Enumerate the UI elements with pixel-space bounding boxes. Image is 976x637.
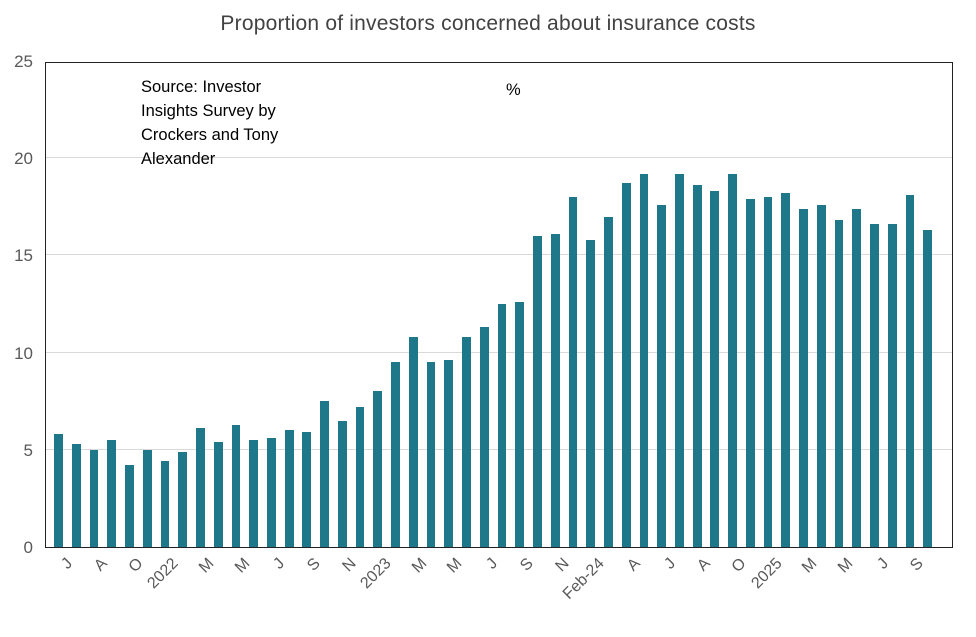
bar bbox=[621, 183, 631, 547]
bar bbox=[568, 197, 578, 547]
y-tick-label-10: 10 bbox=[14, 343, 33, 363]
bar bbox=[586, 239, 596, 547]
y-tick-label-20: 20 bbox=[14, 149, 33, 169]
x-tick-label: M bbox=[444, 555, 466, 577]
bar bbox=[515, 302, 525, 547]
source-note: Source: Investor Insights Survey by Croc… bbox=[141, 75, 341, 171]
bar bbox=[710, 191, 720, 547]
x-tick-label: 2025 bbox=[747, 555, 786, 593]
bar bbox=[533, 235, 542, 547]
x-axis-labels: J A O 2022 M M J S N 2023 M M J S N Feb-24 A J A O 2025 M M J S bbox=[45, 553, 953, 637]
y-axis-labels: 0 5 10 15 20 25 bbox=[0, 52, 33, 557]
bar bbox=[444, 360, 454, 547]
bar bbox=[426, 362, 436, 547]
bar bbox=[870, 224, 879, 547]
bar bbox=[905, 195, 915, 547]
x-tick-label: M bbox=[408, 555, 431, 577]
x-tick-label: J bbox=[483, 555, 502, 573]
y-tick-label-0: 0 bbox=[23, 538, 33, 557]
bar bbox=[266, 438, 276, 547]
bar bbox=[675, 173, 684, 547]
bar bbox=[196, 428, 205, 547]
bar bbox=[160, 461, 170, 547]
x-tick-label: J bbox=[660, 555, 679, 573]
source-note-line: Crockers and Tony bbox=[141, 126, 279, 144]
bar bbox=[763, 197, 773, 547]
bar bbox=[178, 451, 188, 547]
bar bbox=[852, 208, 862, 547]
bar bbox=[337, 420, 347, 547]
x-tick-label: S bbox=[907, 555, 928, 575]
gridline-15 bbox=[46, 254, 952, 256]
x-tick-label: A bbox=[91, 555, 111, 575]
bar bbox=[479, 327, 489, 547]
bar bbox=[231, 424, 241, 547]
bar bbox=[497, 304, 507, 547]
bar bbox=[107, 440, 117, 547]
bar bbox=[249, 440, 259, 547]
y-tick-label-5: 5 bbox=[23, 440, 33, 460]
source-note-line: Alexander bbox=[141, 150, 216, 168]
x-tick-label: M bbox=[799, 555, 821, 577]
bar bbox=[657, 204, 667, 547]
y-tick-label-25: 25 bbox=[14, 52, 33, 71]
bar bbox=[355, 407, 365, 547]
bar bbox=[125, 465, 134, 547]
x-tick-label: M bbox=[195, 555, 218, 577]
bar bbox=[923, 230, 933, 547]
bar bbox=[302, 432, 312, 547]
x-tick-label: 2022 bbox=[144, 555, 182, 593]
bar bbox=[54, 434, 63, 547]
x-tick-label: N bbox=[339, 555, 360, 576]
y-tick-label-15: 15 bbox=[14, 246, 33, 266]
gridline-20 bbox=[46, 157, 952, 159]
bar bbox=[604, 216, 613, 547]
plot-area: Source: Investor Insights Survey by Croc… bbox=[45, 62, 953, 548]
bar bbox=[745, 199, 755, 547]
chart-title: Proportion of investors concerned about … bbox=[220, 12, 756, 35]
bar bbox=[391, 362, 400, 547]
bar bbox=[728, 173, 738, 547]
x-tick-label: J bbox=[873, 555, 892, 573]
x-tick-label: M bbox=[231, 555, 253, 577]
source-note-line: Source: Investor bbox=[141, 78, 262, 96]
x-tick-label: S bbox=[517, 555, 537, 575]
bar bbox=[408, 337, 418, 547]
bar bbox=[89, 449, 99, 547]
bar bbox=[373, 391, 383, 547]
x-tick-label: O bbox=[728, 555, 750, 576]
x-tick-label: J bbox=[57, 555, 76, 573]
x-tick-label: N bbox=[552, 555, 573, 576]
bar bbox=[887, 224, 897, 547]
bar bbox=[320, 401, 329, 547]
bar bbox=[834, 220, 844, 547]
bar bbox=[213, 442, 223, 547]
x-tick-label: J bbox=[270, 555, 289, 573]
bar bbox=[462, 337, 471, 547]
source-note-line: Insights Survey by bbox=[141, 102, 276, 120]
bar bbox=[71, 443, 81, 547]
x-tick-label: 2023 bbox=[357, 555, 395, 593]
y-axis-title: % bbox=[506, 81, 521, 99]
x-tick-label: S bbox=[304, 555, 324, 575]
x-tick-label: A bbox=[623, 555, 644, 575]
bar bbox=[639, 173, 649, 547]
bar bbox=[781, 193, 791, 547]
bar bbox=[550, 234, 560, 547]
bar bbox=[284, 430, 294, 547]
x-tick-label: A bbox=[694, 555, 715, 575]
x-tick-label: M bbox=[834, 555, 857, 577]
bar bbox=[799, 208, 808, 547]
bar bbox=[692, 185, 702, 547]
bar bbox=[142, 449, 152, 547]
bar bbox=[816, 204, 826, 547]
x-tick-label: O bbox=[125, 555, 147, 576]
